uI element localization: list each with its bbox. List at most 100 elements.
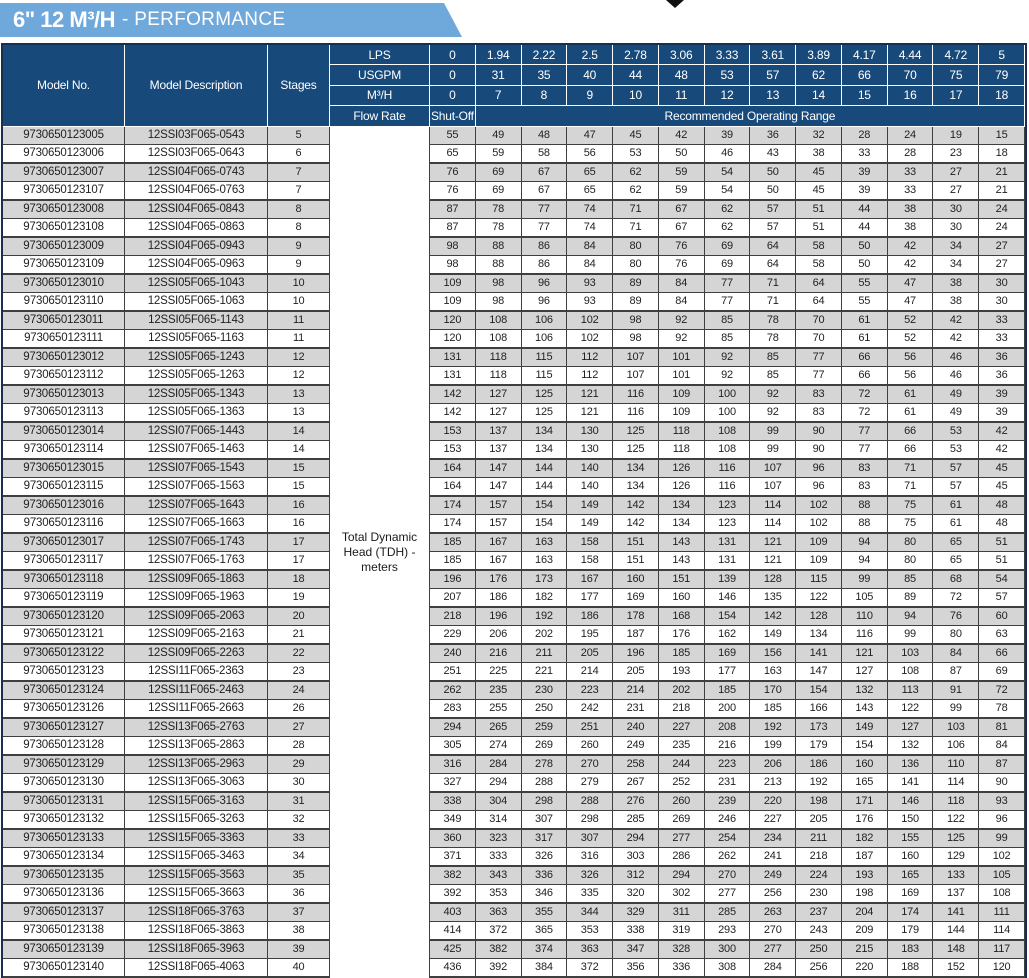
tdh-value-cell: 118 [475, 348, 522, 368]
tdh-value-cell: 67 [521, 182, 568, 201]
tdh-value-cell: 46 [704, 145, 751, 164]
stages-cell: 14 [268, 422, 330, 442]
tdh-value-cell: 213 [750, 774, 797, 793]
tdh-value-cell: 258 [613, 755, 659, 775]
tdh-value-cell: 42 [933, 311, 980, 331]
stages-cell: 19 [268, 589, 330, 608]
tdh-value-cell: 61 [887, 385, 934, 405]
tdh-value-cell: 76 [430, 163, 476, 183]
tdh-value-cell: 44 [841, 200, 888, 220]
tdh-value-cell: 131 [430, 348, 476, 368]
tdh-value-cell: 89 [613, 293, 659, 312]
tdh-value-cell: 154 [796, 681, 842, 701]
tdh-value-cell: 100 [704, 404, 751, 423]
performance-table: Model No. Model Description Stages LPS 0 1… [1, 43, 1027, 978]
tdh-value-cell: 353 [475, 885, 522, 904]
tdh-value-cell: 131 [704, 533, 751, 553]
tdh-value-cell: 109 [796, 552, 842, 571]
tdh-value-cell: 118 [658, 422, 705, 442]
model-description-cell: 12SSI09F065-2063 [125, 607, 268, 627]
tdh-value-cell: 84 [567, 237, 614, 257]
stages-cell: 8 [268, 200, 330, 220]
tdh-value-cell: 64 [796, 293, 842, 312]
model-description-cell: 12SSI04F065-0763 [125, 182, 268, 201]
tdh-value-cell: 110 [841, 607, 888, 627]
tdh-value-cell: 262 [430, 681, 476, 701]
model-description-cell: 12SSI04F065-0963 [125, 256, 268, 275]
stages-cell: 40 [268, 959, 330, 978]
tdh-value-cell: 96 [521, 293, 568, 312]
flow-unit-value: 70 [887, 65, 934, 86]
tdh-value-cell: 85 [750, 348, 797, 368]
tdh-value-cell: 200 [704, 700, 751, 719]
model-no-cell: 9730650123124 [3, 681, 125, 701]
tdh-value-cell: 384 [521, 959, 568, 978]
tdh-value-cell: 177 [567, 589, 614, 608]
stages-cell: 8 [268, 219, 330, 238]
tdh-value-cell: 115 [796, 570, 842, 590]
tdh-value-cell: 166 [796, 700, 842, 719]
tdh-value-cell: 92 [704, 348, 751, 368]
flow-unit-label: LPS [330, 45, 430, 66]
tdh-value-cell: 227 [750, 811, 797, 830]
flow-unit-value: 1.94 [475, 45, 522, 66]
tdh-value-cell: 109 [430, 293, 476, 312]
tdh-value-cell: 262 [704, 848, 751, 867]
model-description-cell: 12SSI18F065-3763 [125, 903, 268, 923]
model-description-cell: 12SSI18F065-3863 [125, 922, 268, 941]
tdh-value-cell: 162 [704, 626, 751, 645]
tdh-value-cell: 137 [475, 441, 522, 460]
tdh-value-cell: 129 [933, 848, 980, 867]
tdh-value-cell: 71 [613, 200, 659, 220]
tdh-value-cell: 77 [841, 441, 888, 460]
tdh-value-cell: 173 [521, 570, 568, 590]
flow-unit-value: 0 [430, 65, 476, 86]
tdh-value-cell: 186 [796, 755, 842, 775]
tdh-value-cell: 77 [521, 219, 568, 238]
stages-cell: 31 [268, 792, 330, 812]
tdh-value-cell: 99 [841, 570, 888, 590]
model-description-cell: 12SSI05F065-1043 [125, 274, 268, 294]
tdh-value-cell: 64 [796, 274, 842, 294]
tdh-value-cell: 74 [567, 200, 614, 220]
model-description-cell: 12SSI04F065-0943 [125, 237, 268, 257]
tdh-value-cell: 50 [750, 182, 797, 201]
tdh-value-cell: 45 [796, 163, 842, 183]
tdh-value-cell: 71 [887, 459, 934, 479]
flow-unit-value: 3.61 [750, 45, 797, 66]
tdh-value-cell: 52 [887, 330, 934, 349]
tdh-value-cell: 436 [430, 959, 476, 978]
tdh-value-cell: 24 [887, 126, 934, 146]
tdh-value-cell: 246 [704, 811, 751, 830]
model-description-cell: 12SSI05F065-1263 [125, 367, 268, 386]
tdh-value-cell: 311 [658, 903, 705, 923]
flow-unit-value: 53 [704, 65, 751, 86]
tdh-value-cell: 117 [979, 940, 1025, 960]
tdh-value-cell: 157 [475, 515, 522, 534]
tdh-value-cell: 298 [521, 792, 568, 812]
tdh-value-cell: 100 [704, 385, 751, 405]
tdh-value-cell: 374 [521, 940, 568, 960]
tdh-value-cell: 76 [658, 256, 705, 275]
tdh-value-cell: 15 [979, 126, 1025, 146]
flow-unit-value: 0 [430, 45, 476, 66]
tdh-value-cell: 195 [567, 626, 614, 645]
stages-cell: 24 [268, 681, 330, 701]
flow-unit-label: M³/H [330, 85, 430, 107]
tdh-value-cell: 259 [521, 718, 568, 738]
tdh-value-cell: 76 [658, 237, 705, 257]
tdh-value-cell: 160 [887, 848, 934, 867]
tdh-value-cell: 70 [796, 330, 842, 349]
tdh-value-cell: 244 [658, 755, 705, 775]
tdh-value-cell: 220 [750, 792, 797, 812]
tdh-value-cell: 137 [475, 422, 522, 442]
tdh-value-cell: 288 [521, 774, 568, 793]
tdh-value-cell: 284 [750, 959, 797, 978]
stages-cell: 9 [268, 256, 330, 275]
model-no-cell: 9730650123134 [3, 848, 125, 867]
tdh-value-cell: 320 [613, 885, 659, 904]
tdh-value-cell: 109 [796, 533, 842, 553]
tdh-value-cell: 61 [933, 496, 980, 516]
tdh-value-cell: 270 [567, 755, 614, 775]
flow-unit-value: 11 [658, 85, 705, 107]
